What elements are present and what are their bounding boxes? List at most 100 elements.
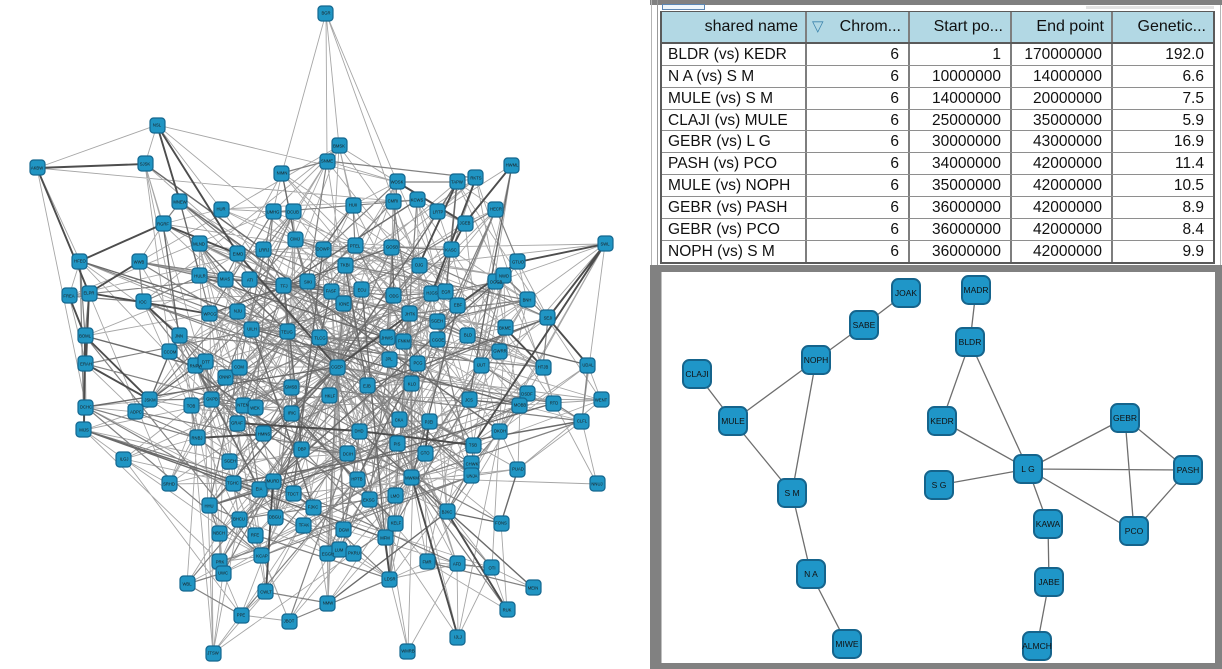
svg-text:CIMJ: CIMJ bbox=[290, 237, 300, 242]
svg-text:TOB: TOB bbox=[187, 404, 196, 409]
svg-text:TFAK: TFAK bbox=[299, 523, 310, 528]
svg-text:WPCG: WPCG bbox=[203, 312, 216, 317]
svg-text:ILGJ: ILGJ bbox=[120, 457, 129, 462]
svg-text:KASC: KASC bbox=[445, 248, 456, 253]
svg-text:NBCH: NBCH bbox=[213, 531, 225, 536]
svg-text:NTEN: NTEN bbox=[237, 403, 248, 408]
svg-text:SABE: SABE bbox=[853, 320, 876, 330]
svg-text:FASF: FASF bbox=[326, 289, 337, 294]
svg-text:CKA: CKA bbox=[395, 418, 404, 423]
svg-text:BMSK: BMSK bbox=[333, 144, 345, 149]
svg-text:DBGU: DBGU bbox=[269, 515, 281, 520]
svg-text:NOPH: NOPH bbox=[804, 355, 829, 365]
svg-text:BGR: BGR bbox=[321, 11, 330, 16]
svg-text:WEK: WEK bbox=[250, 406, 260, 411]
svg-text:RKTS: RKTS bbox=[470, 176, 481, 181]
svg-text:KEDR: KEDR bbox=[930, 416, 954, 426]
svg-text:GOSB: GOSB bbox=[386, 245, 398, 250]
svg-text:JHWS: JHWS bbox=[381, 336, 393, 341]
svg-text:HFEO: HFEO bbox=[74, 259, 86, 264]
svg-text:RNBJ: RNBJ bbox=[192, 436, 203, 441]
svg-text:HULR: HULR bbox=[194, 274, 205, 279]
svg-text:LMO: LMO bbox=[390, 494, 400, 499]
svg-text:JPL: JPL bbox=[385, 357, 393, 362]
svg-text:GTUO: GTUO bbox=[512, 260, 525, 265]
svg-text:SIKI: SIKI bbox=[304, 280, 312, 285]
svg-text:ODG: ODG bbox=[389, 294, 399, 299]
svg-text:NSL: NSL bbox=[153, 123, 162, 128]
svg-text:DBP: DBP bbox=[298, 447, 307, 452]
svg-text:GMSB: GMSB bbox=[285, 385, 298, 390]
svg-text:ELPR: ELPR bbox=[84, 291, 95, 296]
svg-text:NIMN: NIMN bbox=[277, 171, 288, 176]
svg-text:HMNS: HMNS bbox=[258, 432, 271, 437]
svg-text:S G: S G bbox=[932, 480, 947, 490]
svg-text:EIA: EIA bbox=[256, 487, 263, 492]
svg-text:FMR: FMR bbox=[422, 560, 431, 565]
svg-text:CCOM: CCOM bbox=[164, 350, 177, 355]
svg-text:MFM: MFM bbox=[380, 536, 390, 541]
svg-text:KCWS: KCWS bbox=[411, 198, 424, 203]
svg-text:JCS: JCS bbox=[465, 398, 473, 403]
svg-text:WOSK: WOSK bbox=[391, 180, 404, 185]
svg-text:TSB: TSB bbox=[469, 443, 477, 448]
svg-text:RNPW: RNPW bbox=[190, 364, 203, 369]
svg-text:FJKC: FJKC bbox=[308, 505, 318, 510]
svg-text:PTEL: PTEL bbox=[350, 244, 361, 249]
svg-text:SRHD: SRHD bbox=[163, 482, 175, 487]
svg-text:UWC: UWC bbox=[218, 571, 228, 576]
svg-text:WENT: WENT bbox=[595, 398, 608, 403]
svg-text:BOML: BOML bbox=[79, 334, 92, 339]
svg-text:HWML: HWML bbox=[506, 163, 519, 168]
svg-text:HUII: HUII bbox=[349, 203, 357, 208]
svg-text:WMRB: WMRB bbox=[401, 649, 414, 654]
svg-text:DTT: DTT bbox=[202, 360, 211, 365]
svg-text:KLO: KLO bbox=[408, 382, 417, 387]
svg-text:MURD: MURD bbox=[267, 479, 280, 484]
svg-text:CGEP: CGEP bbox=[331, 365, 343, 370]
svg-text:OJG: OJG bbox=[415, 263, 424, 268]
svg-text:JSKM: JSKM bbox=[144, 398, 156, 403]
svg-text:MIAS: MIAS bbox=[220, 277, 230, 282]
svg-text:UDAL: UDAL bbox=[582, 363, 594, 368]
svg-text:CLAJI: CLAJI bbox=[685, 369, 708, 379]
svg-text:DKOH: DKOH bbox=[494, 429, 506, 434]
svg-text:RFE: RFE bbox=[251, 533, 260, 538]
svg-text:EBF: EBF bbox=[454, 303, 463, 308]
svg-text:EKSG: EKSG bbox=[363, 498, 375, 503]
svg-text:HJGS: HJGS bbox=[426, 291, 437, 296]
svg-text:JTSW: JTSW bbox=[207, 651, 218, 656]
svg-text:N A: N A bbox=[804, 569, 818, 579]
svg-text:PIS: PIS bbox=[394, 442, 401, 447]
svg-text:BJKC: BJKC bbox=[442, 510, 453, 515]
svg-text:TEUG: TEUG bbox=[281, 330, 293, 335]
svg-text:HPTB: HPTB bbox=[351, 477, 362, 482]
svg-text:GKPB: GKPB bbox=[206, 397, 218, 402]
svg-text:JOAK: JOAK bbox=[895, 288, 918, 298]
svg-text:AKBW: AKBW bbox=[31, 166, 43, 171]
svg-text:NJU: NJU bbox=[234, 309, 242, 314]
svg-text:EIMD: EIMD bbox=[233, 252, 243, 257]
svg-text:DCHC: DCHC bbox=[80, 405, 92, 410]
svg-text:WBL: WBL bbox=[182, 582, 192, 587]
svg-text:SWL: SWL bbox=[600, 242, 610, 247]
svg-text:UNJA: UNJA bbox=[467, 474, 478, 479]
svg-text:PPE: PPE bbox=[237, 613, 246, 618]
svg-text:PASH: PASH bbox=[1177, 465, 1200, 475]
svg-text:TLCG: TLCG bbox=[314, 336, 325, 341]
svg-text:HKLF: HKLF bbox=[325, 394, 336, 399]
svg-text:EGR: EGR bbox=[441, 290, 450, 295]
svg-text:DCIH: DCIH bbox=[343, 452, 353, 457]
svg-text:CLFL: CLFL bbox=[577, 419, 588, 424]
svg-text:SNME: SNME bbox=[321, 159, 333, 164]
svg-text:TFJ: TFJ bbox=[280, 284, 287, 289]
svg-text:SGEH: SGEH bbox=[431, 319, 443, 324]
svg-text:IRIC: IRIC bbox=[288, 411, 296, 416]
svg-text:SEJI: SEJI bbox=[544, 316, 553, 321]
svg-text:UILH: UILH bbox=[247, 327, 257, 332]
svg-text:CMRI: CMRI bbox=[388, 199, 399, 204]
svg-text:KAWA: KAWA bbox=[1036, 519, 1061, 529]
svg-text:FONS: FONS bbox=[495, 521, 507, 526]
svg-text:MWKM: MWKM bbox=[405, 476, 419, 481]
svg-text:MOBB: MOBB bbox=[514, 403, 527, 408]
